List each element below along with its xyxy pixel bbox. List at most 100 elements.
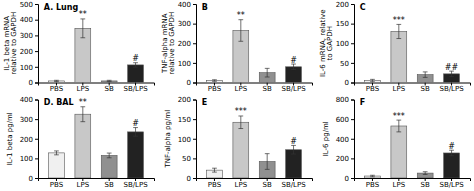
annotation: ** (79, 98, 87, 107)
x-tick-label: PBS (50, 85, 64, 93)
annotation: *** (235, 107, 247, 116)
y-axis-title-line: to GAPDH (326, 26, 334, 60)
y-axis-line (351, 5, 355, 84)
y-tick: 400 (178, 1, 196, 9)
x-tick-label: PBS (50, 181, 64, 189)
y-tick: 400 (20, 96, 38, 104)
x-tick: PBS (208, 83, 222, 94)
error-bar (396, 120, 401, 132)
error-bar-line (238, 116, 243, 129)
y-tick: 0 (187, 175, 196, 183)
error-bar (107, 153, 112, 158)
error-bar (370, 79, 375, 81)
plot-area (207, 116, 302, 178)
y-axis-title: IL-6 mRNA, relativeto GAPDH (319, 9, 335, 77)
y-tick-mark (351, 100, 354, 101)
x-tick-label: PBS (366, 181, 380, 189)
panel-title: E (202, 98, 207, 107)
panel-title: D. BAL (44, 98, 74, 107)
y-axis-title: IL-6 pg/ml (322, 121, 330, 156)
panel-title: B (202, 3, 208, 12)
y-axis: 050100150200 (178, 96, 197, 182)
x-axis: PBSLPSSBSB/LPS (355, 178, 471, 189)
x-tick: SB/LPS (281, 178, 306, 189)
bar (207, 81, 223, 83)
bar (101, 155, 117, 178)
x-tick-label: LPS (235, 181, 248, 189)
bar (101, 81, 117, 83)
bar (49, 153, 65, 178)
y-axis-title: TNF-alpha pg/ml (164, 110, 172, 169)
error-bar (370, 175, 375, 177)
y-tick: 200 (336, 1, 354, 9)
error-bar-line (370, 175, 375, 177)
error-bar-line (370, 79, 375, 81)
error-bar (238, 20, 243, 42)
y-tick-mark (35, 20, 38, 21)
error-bar (212, 168, 217, 172)
plot-area (365, 120, 460, 178)
panel: 0100200300400PBSLPSSBSB/LPS**#BTNF-alpha… (161, 1, 313, 94)
x-tick-label: SB/LPS (439, 181, 464, 189)
bar (391, 126, 407, 178)
y-tick-mark (351, 119, 354, 120)
x-tick-label: PBS (208, 85, 222, 93)
y-tick: 200 (20, 48, 38, 56)
y-tick-label: 0 (187, 79, 191, 87)
error-bar-line (449, 71, 454, 76)
x-tick: SB/LPS (123, 83, 148, 94)
y-tick-label: 0 (187, 175, 191, 183)
y-tick-label: 400 (336, 135, 349, 143)
y-axis-title-line: IL-6 pg/ml (322, 121, 330, 156)
error-bar (423, 72, 428, 77)
y-tick-label: 50 (182, 155, 191, 163)
y-tick-mark (193, 43, 196, 44)
figure: 0100200300400500PBSLPSSBSB/LPS**#A. Lung… (0, 0, 474, 191)
panel: 0100200300400PBSLPSSBSB/LPS**#D. BALIL-1… (6, 96, 154, 189)
y-tick: 600 (336, 116, 354, 124)
y-tick-label: 300 (178, 20, 191, 28)
y-tick-label: 200 (336, 155, 349, 163)
y-tick: 100 (20, 155, 38, 163)
x-tick: SB (105, 178, 114, 189)
error-bar-line (133, 63, 138, 67)
y-tick-mark (351, 139, 354, 140)
y-tick-mark (35, 119, 38, 120)
error-bar-line (212, 80, 217, 82)
y-tick-label: 800 (336, 96, 349, 104)
error-bar-line (265, 68, 270, 77)
y-tick: 400 (336, 135, 354, 143)
x-tick-label: SB/LPS (281, 181, 306, 189)
y-tick-label: 200 (20, 48, 33, 56)
y-tick-label: 0 (345, 175, 349, 183)
y-tick-mark (351, 158, 354, 159)
x-tick: PBS (50, 83, 64, 94)
error-bar-line (396, 24, 401, 38)
y-tick-mark (35, 83, 38, 84)
y-tick: 300 (178, 20, 196, 28)
y-tick-mark (193, 139, 196, 140)
bar (49, 81, 65, 83)
y-tick-label: 100 (336, 40, 349, 48)
y-tick-label: 400 (178, 1, 191, 9)
y-axis-line (35, 5, 39, 84)
x-tick-label: LPS (77, 181, 90, 189)
y-tick-label: 100 (178, 135, 191, 143)
y-tick-label: 300 (20, 32, 33, 40)
y-tick: 50 (182, 155, 196, 163)
y-tick: 200 (178, 96, 196, 104)
y-tick: 800 (336, 96, 354, 104)
y-tick-label: 150 (336, 20, 349, 28)
y-tick-mark (351, 178, 354, 179)
plot-area (49, 107, 144, 178)
y-tick: 100 (20, 64, 38, 72)
y-axis-title: IL-1 beta mRNArelative to GAPDH (3, 12, 19, 75)
y-tick-mark (193, 178, 196, 179)
bar (444, 153, 460, 178)
x-tick-label: LPS (393, 181, 406, 189)
y-tick-mark (193, 158, 196, 159)
x-tick-label: SB/LPS (281, 85, 306, 93)
error-bar (54, 80, 59, 81)
y-tick-mark (35, 178, 38, 179)
plot-area (207, 20, 302, 83)
